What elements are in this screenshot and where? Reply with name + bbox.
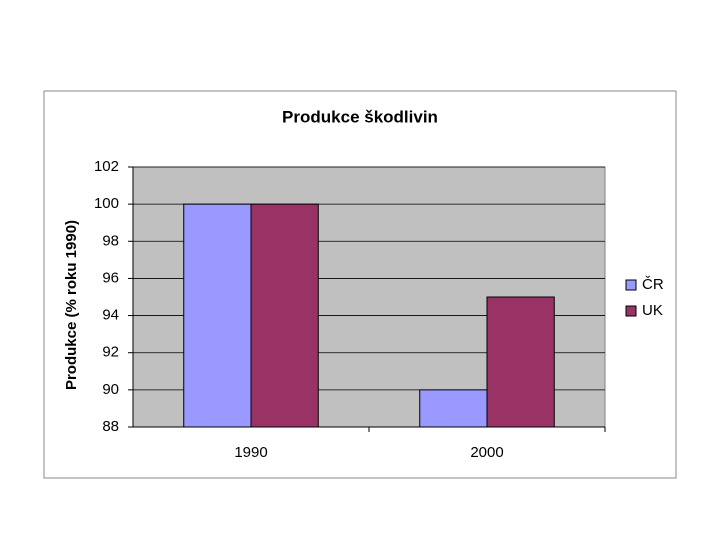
chart-title: Produkce škodlivin bbox=[282, 107, 438, 126]
legend-label: ČR bbox=[642, 276, 664, 293]
y-tick-label: 88 bbox=[102, 418, 119, 435]
y-tick-label: 92 bbox=[102, 344, 119, 361]
bar bbox=[250, 203, 319, 428]
y-tick-label: 98 bbox=[102, 232, 119, 249]
legend-label: UK bbox=[642, 302, 663, 319]
y-tick-label: 102 bbox=[94, 158, 119, 175]
y-axis-label: Produkce (% roku 1990) bbox=[63, 220, 80, 390]
legend-swatch bbox=[625, 305, 637, 317]
x-tick-label: 1990 bbox=[234, 444, 267, 461]
x-tick-label: 2000 bbox=[470, 444, 503, 461]
legend bbox=[617, 265, 675, 327]
legend-swatch bbox=[625, 279, 637, 291]
y-tick-label: 90 bbox=[102, 381, 119, 398]
y-tick-label: 96 bbox=[102, 269, 119, 286]
bar bbox=[183, 203, 252, 428]
y-tick-label: 100 bbox=[94, 195, 119, 212]
y-tick-label: 94 bbox=[102, 307, 119, 324]
bar bbox=[419, 389, 488, 428]
bar bbox=[486, 296, 555, 428]
